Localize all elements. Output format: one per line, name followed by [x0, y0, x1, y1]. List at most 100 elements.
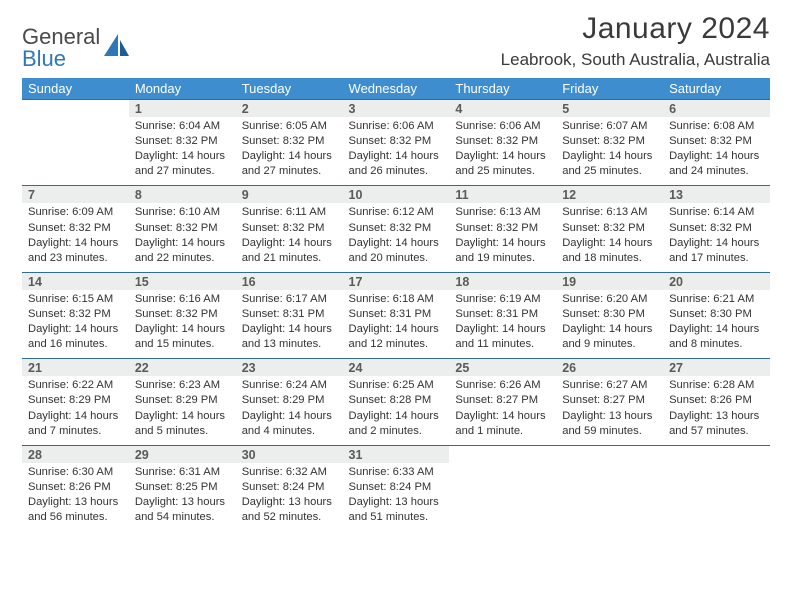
day-number: 18: [449, 272, 556, 290]
daylight-text: and 2 minutes.: [349, 424, 444, 439]
daylight-text: and 27 minutes.: [135, 164, 230, 179]
daylight-text: Daylight: 14 hours: [28, 322, 123, 337]
day-cell: Sunrise: 6:31 AMSunset: 8:25 PMDaylight:…: [129, 463, 236, 531]
weekday-header: Monday: [129, 78, 236, 100]
daylight-text: and 17 minutes.: [669, 251, 764, 266]
sunset-text: Sunset: 8:28 PM: [349, 393, 444, 408]
daylight-text: and 59 minutes.: [562, 424, 657, 439]
day-number: 16: [236, 272, 343, 290]
sunset-text: Sunset: 8:25 PM: [135, 480, 230, 495]
day-cell: Sunrise: 6:05 AMSunset: 8:32 PMDaylight:…: [236, 117, 343, 186]
day-cell: [449, 463, 556, 531]
day-cell: Sunrise: 6:13 AMSunset: 8:32 PMDaylight:…: [556, 203, 663, 272]
sunrise-text: Sunrise: 6:08 AM: [669, 119, 764, 134]
daylight-text: Daylight: 13 hours: [669, 409, 764, 424]
daylight-text: and 24 minutes.: [669, 164, 764, 179]
sunrise-text: Sunrise: 6:12 AM: [349, 205, 444, 220]
title-block: January 2024 Leabrook, South Australia, …: [501, 12, 770, 70]
sunset-text: Sunset: 8:24 PM: [349, 480, 444, 495]
sunset-text: Sunset: 8:32 PM: [455, 134, 550, 149]
weekday-header: Wednesday: [343, 78, 450, 100]
daylight-text: Daylight: 13 hours: [242, 495, 337, 510]
sunset-text: Sunset: 8:32 PM: [562, 221, 657, 236]
daynum-row: 14151617181920: [22, 272, 770, 290]
day-number: 4: [449, 100, 556, 118]
sunrise-text: Sunrise: 6:32 AM: [242, 465, 337, 480]
day-cell: Sunrise: 6:20 AMSunset: 8:30 PMDaylight:…: [556, 290, 663, 359]
sunset-text: Sunset: 8:29 PM: [242, 393, 337, 408]
weekday-header-row: Sunday Monday Tuesday Wednesday Thursday…: [22, 78, 770, 100]
day-number: 28: [22, 445, 129, 463]
sunrise-text: Sunrise: 6:16 AM: [135, 292, 230, 307]
day-number: 23: [236, 359, 343, 377]
month-title: January 2024: [501, 12, 770, 46]
sunrise-text: Sunrise: 6:14 AM: [669, 205, 764, 220]
daylight-text: Daylight: 14 hours: [349, 322, 444, 337]
day-number: 31: [343, 445, 450, 463]
sunset-text: Sunset: 8:32 PM: [669, 221, 764, 236]
daylight-text: Daylight: 14 hours: [455, 236, 550, 251]
day-number: [556, 445, 663, 463]
sunrise-text: Sunrise: 6:20 AM: [562, 292, 657, 307]
daynum-row: 28293031: [22, 445, 770, 463]
daylight-text: Daylight: 14 hours: [669, 149, 764, 164]
daylight-text: and 11 minutes.: [455, 337, 550, 352]
daylight-text: Daylight: 14 hours: [242, 149, 337, 164]
daylight-text: Daylight: 14 hours: [669, 322, 764, 337]
brand-part2: Blue: [22, 46, 66, 71]
day-cell: Sunrise: 6:24 AMSunset: 8:29 PMDaylight:…: [236, 376, 343, 445]
sunrise-text: Sunrise: 6:25 AM: [349, 378, 444, 393]
day-number: 2: [236, 100, 343, 118]
weekday-header: Saturday: [663, 78, 770, 100]
day-cell: Sunrise: 6:04 AMSunset: 8:32 PMDaylight:…: [129, 117, 236, 186]
day-number: 1: [129, 100, 236, 118]
sunrise-text: Sunrise: 6:11 AM: [242, 205, 337, 220]
daylight-text: Daylight: 14 hours: [135, 409, 230, 424]
sunset-text: Sunset: 8:27 PM: [562, 393, 657, 408]
sunset-text: Sunset: 8:32 PM: [242, 134, 337, 149]
daylight-text: Daylight: 13 hours: [28, 495, 123, 510]
daylight-text: and 20 minutes.: [349, 251, 444, 266]
day-cell: Sunrise: 6:14 AMSunset: 8:32 PMDaylight:…: [663, 203, 770, 272]
sunrise-text: Sunrise: 6:30 AM: [28, 465, 123, 480]
sunset-text: Sunset: 8:26 PM: [669, 393, 764, 408]
day-number: 20: [663, 272, 770, 290]
day-cell: Sunrise: 6:13 AMSunset: 8:32 PMDaylight:…: [449, 203, 556, 272]
daylight-text: Daylight: 13 hours: [349, 495, 444, 510]
sunrise-text: Sunrise: 6:24 AM: [242, 378, 337, 393]
week-row: Sunrise: 6:15 AMSunset: 8:32 PMDaylight:…: [22, 290, 770, 359]
sunset-text: Sunset: 8:32 PM: [455, 221, 550, 236]
day-cell: Sunrise: 6:06 AMSunset: 8:32 PMDaylight:…: [449, 117, 556, 186]
daylight-text: and 19 minutes.: [455, 251, 550, 266]
day-number: [663, 445, 770, 463]
sunrise-text: Sunrise: 6:28 AM: [669, 378, 764, 393]
daylight-text: Daylight: 14 hours: [349, 149, 444, 164]
day-number: 11: [449, 186, 556, 204]
daylight-text: and 26 minutes.: [349, 164, 444, 179]
day-cell: Sunrise: 6:25 AMSunset: 8:28 PMDaylight:…: [343, 376, 450, 445]
daylight-text: Daylight: 14 hours: [242, 236, 337, 251]
calendar-table: Sunday Monday Tuesday Wednesday Thursday…: [22, 78, 770, 531]
day-number: 3: [343, 100, 450, 118]
daylight-text: Daylight: 14 hours: [562, 236, 657, 251]
daylight-text: and 51 minutes.: [349, 510, 444, 525]
day-cell: Sunrise: 6:11 AMSunset: 8:32 PMDaylight:…: [236, 203, 343, 272]
daylight-text: Daylight: 14 hours: [135, 322, 230, 337]
daylight-text: and 21 minutes.: [242, 251, 337, 266]
sunrise-text: Sunrise: 6:09 AM: [28, 205, 123, 220]
daylight-text: and 54 minutes.: [135, 510, 230, 525]
calendar-body: 123456Sunrise: 6:04 AMSunset: 8:32 PMDay…: [22, 100, 770, 532]
day-number: 26: [556, 359, 663, 377]
day-cell: Sunrise: 6:26 AMSunset: 8:27 PMDaylight:…: [449, 376, 556, 445]
day-cell: Sunrise: 6:21 AMSunset: 8:30 PMDaylight:…: [663, 290, 770, 359]
daylight-text: Daylight: 14 hours: [242, 409, 337, 424]
daylight-text: Daylight: 14 hours: [28, 409, 123, 424]
sunrise-text: Sunrise: 6:26 AM: [455, 378, 550, 393]
day-number: 7: [22, 186, 129, 204]
daylight-text: and 8 minutes.: [669, 337, 764, 352]
sunset-text: Sunset: 8:32 PM: [349, 221, 444, 236]
daylight-text: and 4 minutes.: [242, 424, 337, 439]
sunset-text: Sunset: 8:26 PM: [28, 480, 123, 495]
page-header: General Blue January 2024 Leabrook, Sout…: [22, 12, 770, 70]
daylight-text: and 5 minutes.: [135, 424, 230, 439]
